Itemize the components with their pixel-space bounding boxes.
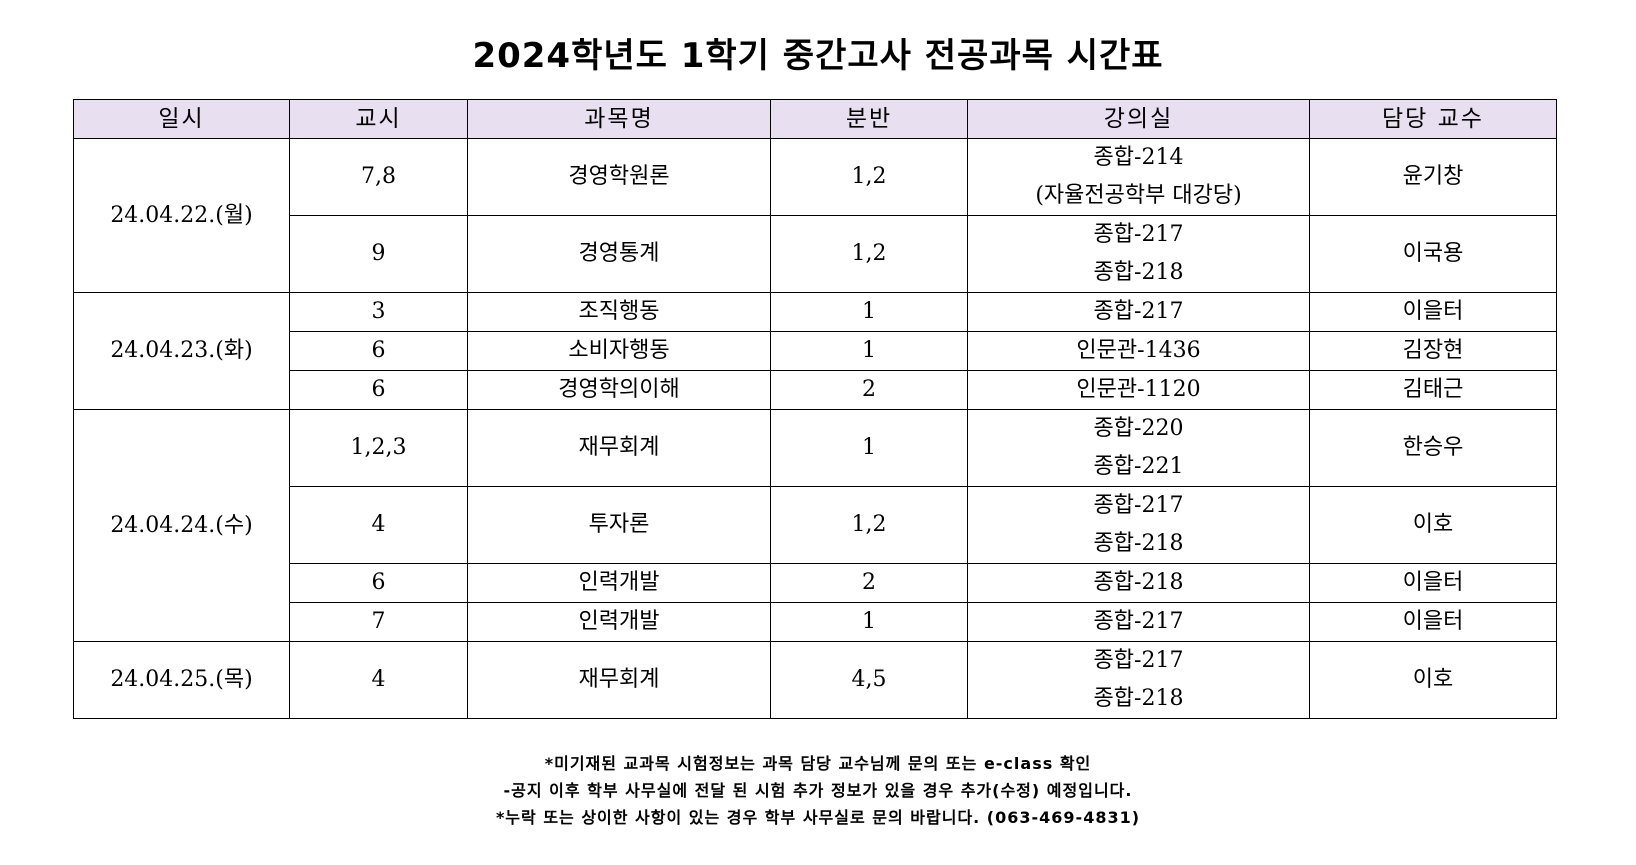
room-line: 종합-218 (1093, 260, 1184, 285)
header-period: 교시 (289, 99, 468, 139)
professor-cell: 이을터 (1309, 292, 1557, 332)
header-date: 일시 (73, 99, 290, 139)
room-cell: 종합-217 종합-218 (967, 641, 1310, 719)
period-cell: 9 (289, 215, 468, 293)
room-line: 종합-218 (1093, 686, 1184, 711)
period-cell: 3 (289, 292, 468, 332)
course-cell: 소비자행동 (467, 331, 771, 371)
course-cell: 경영학의이해 (467, 370, 771, 410)
table-row: 24.04.22.(월) 7,8 경영학원론 1,2 종합-214 (자율전공학… (73, 138, 1557, 293)
date-cell: 24.04.22.(월) (73, 138, 290, 293)
period-cell: 4 (289, 486, 468, 564)
period-cell: 7 (289, 602, 468, 642)
table-row: 9 경영통계 1,2 종합-217 종합-218 이국용 (74, 215, 1557, 293)
header-professor: 담당 교수 (1309, 99, 1557, 139)
professor-cell: 이호 (1309, 641, 1557, 719)
period-cell: 4 (289, 641, 468, 719)
date-cell: 24.04.25.(목) (73, 641, 290, 719)
room-cell: 종합-214 (자율전공학부 대강당) (967, 138, 1310, 216)
professor-cell: 이국용 (1309, 215, 1557, 293)
header-course: 과목명 (467, 99, 771, 139)
date-cell: 24.04.23.(화) (73, 292, 290, 410)
course-cell: 인력개발 (467, 563, 771, 603)
room-line: 종합-214 (1093, 145, 1184, 170)
section-cell: 1 (770, 409, 968, 487)
professor-cell: 김태근 (1309, 370, 1557, 410)
course-cell: 경영학원론 (467, 138, 771, 216)
period-cell: 1,2,3 (289, 409, 468, 487)
note-line: *미기재된 교과목 시험정보는 과목 담당 교수님께 문의 또는 e-class… (544, 754, 1092, 773)
table-row: 4 투자론 1,2 종합-217 종합-218 이호 (74, 486, 1557, 564)
section-cell: 1 (770, 292, 968, 332)
room-line: 종합-220 (1093, 416, 1184, 441)
room-line: (자율전공학부 대강당) (1035, 183, 1242, 208)
room-line: 종합-218 (1093, 531, 1184, 556)
course-cell: 조직행동 (467, 292, 771, 332)
course-cell: 재무회계 (467, 641, 771, 719)
professor-cell: 한승우 (1309, 409, 1557, 487)
period-cell: 6 (289, 563, 468, 603)
note-line: -공지 이후 학부 사무실에 전달 된 시험 추가 정보가 있을 경우 추가(수… (503, 781, 1133, 800)
table-row: 6 인력개발 2 종합-218 이을터 (74, 563, 1557, 603)
section-cell: 2 (770, 563, 968, 603)
exam-schedule-table: 일시 교시 과목명 분반 강의실 담당 교수 24.04.22.(월) 7,8 … (73, 99, 1557, 719)
room-cell: 종합-217 종합-218 (967, 215, 1310, 293)
room-line: 종합-217 (1093, 222, 1184, 247)
period-cell: 6 (289, 331, 468, 371)
room-line: 종합-217 (1093, 493, 1184, 518)
room-cell: 종합-217 종합-218 (967, 486, 1310, 564)
table-row: 7 인력개발 1 종합-217 이을터 (74, 602, 1557, 642)
section-cell: 4,5 (770, 641, 968, 719)
page-title: 2024학년도 1학기 중간고사 전공과목 시간표 (472, 36, 1164, 76)
date-cell: 24.04.24.(수) (73, 409, 290, 642)
professor-cell: 이을터 (1309, 563, 1557, 603)
room-cell: 종합-218 (967, 563, 1310, 603)
footnotes: *미기재된 교과목 시험정보는 과목 담당 교수님께 문의 또는 e-class… (0, 750, 1636, 831)
table-row: 24.04.25.(목) 4 재무회계 4,5 종합-217 종합-218 이호 (73, 641, 1557, 719)
room-cell: 종합-217 (967, 602, 1310, 642)
room-cell: 인문관-1120 (967, 370, 1310, 410)
section-cell: 1 (770, 602, 968, 642)
professor-cell: 윤기창 (1309, 138, 1557, 216)
course-cell: 인력개발 (467, 602, 771, 642)
section-cell: 1,2 (770, 486, 968, 564)
table-row: 6 소비자행동 1 인문관-1436 김장현 (74, 331, 1557, 371)
course-cell: 경영통계 (467, 215, 771, 293)
section-cell: 1,2 (770, 138, 968, 216)
table-row: 6 경영학의이해 2 인문관-1120 김태근 (74, 370, 1557, 410)
room-cell: 인문관-1436 (967, 331, 1310, 371)
section-cell: 1,2 (770, 215, 968, 293)
table-row: 24.04.23.(화) 3 조직행동 1 종합-217 이을터 (73, 292, 1557, 410)
header-section: 분반 (770, 99, 968, 139)
section-cell: 1 (770, 331, 968, 371)
table-row: 24.04.24.(수) 1,2,3 재무회계 1 종합-220 종합-221 … (73, 409, 1557, 642)
header-room: 강의실 (967, 99, 1310, 139)
period-cell: 7,8 (289, 138, 468, 216)
room-cell: 종합-217 (967, 292, 1310, 332)
professor-cell: 이을터 (1309, 602, 1557, 642)
course-cell: 재무회계 (467, 409, 771, 487)
room-line: 종합-221 (1093, 454, 1184, 479)
professor-cell: 이호 (1309, 486, 1557, 564)
note-line: *누락 또는 상이한 사항이 있는 경우 학부 사무실로 문의 바랍니다. (0… (495, 808, 1141, 827)
section-cell: 2 (770, 370, 968, 410)
professor-cell: 김장현 (1309, 331, 1557, 371)
period-cell: 6 (289, 370, 468, 410)
header-row: 일시 교시 과목명 분반 강의실 담당 교수 (73, 99, 1557, 139)
course-cell: 투자론 (467, 486, 771, 564)
room-cell: 종합-220 종합-221 (967, 409, 1310, 487)
room-line: 종합-217 (1093, 648, 1184, 673)
